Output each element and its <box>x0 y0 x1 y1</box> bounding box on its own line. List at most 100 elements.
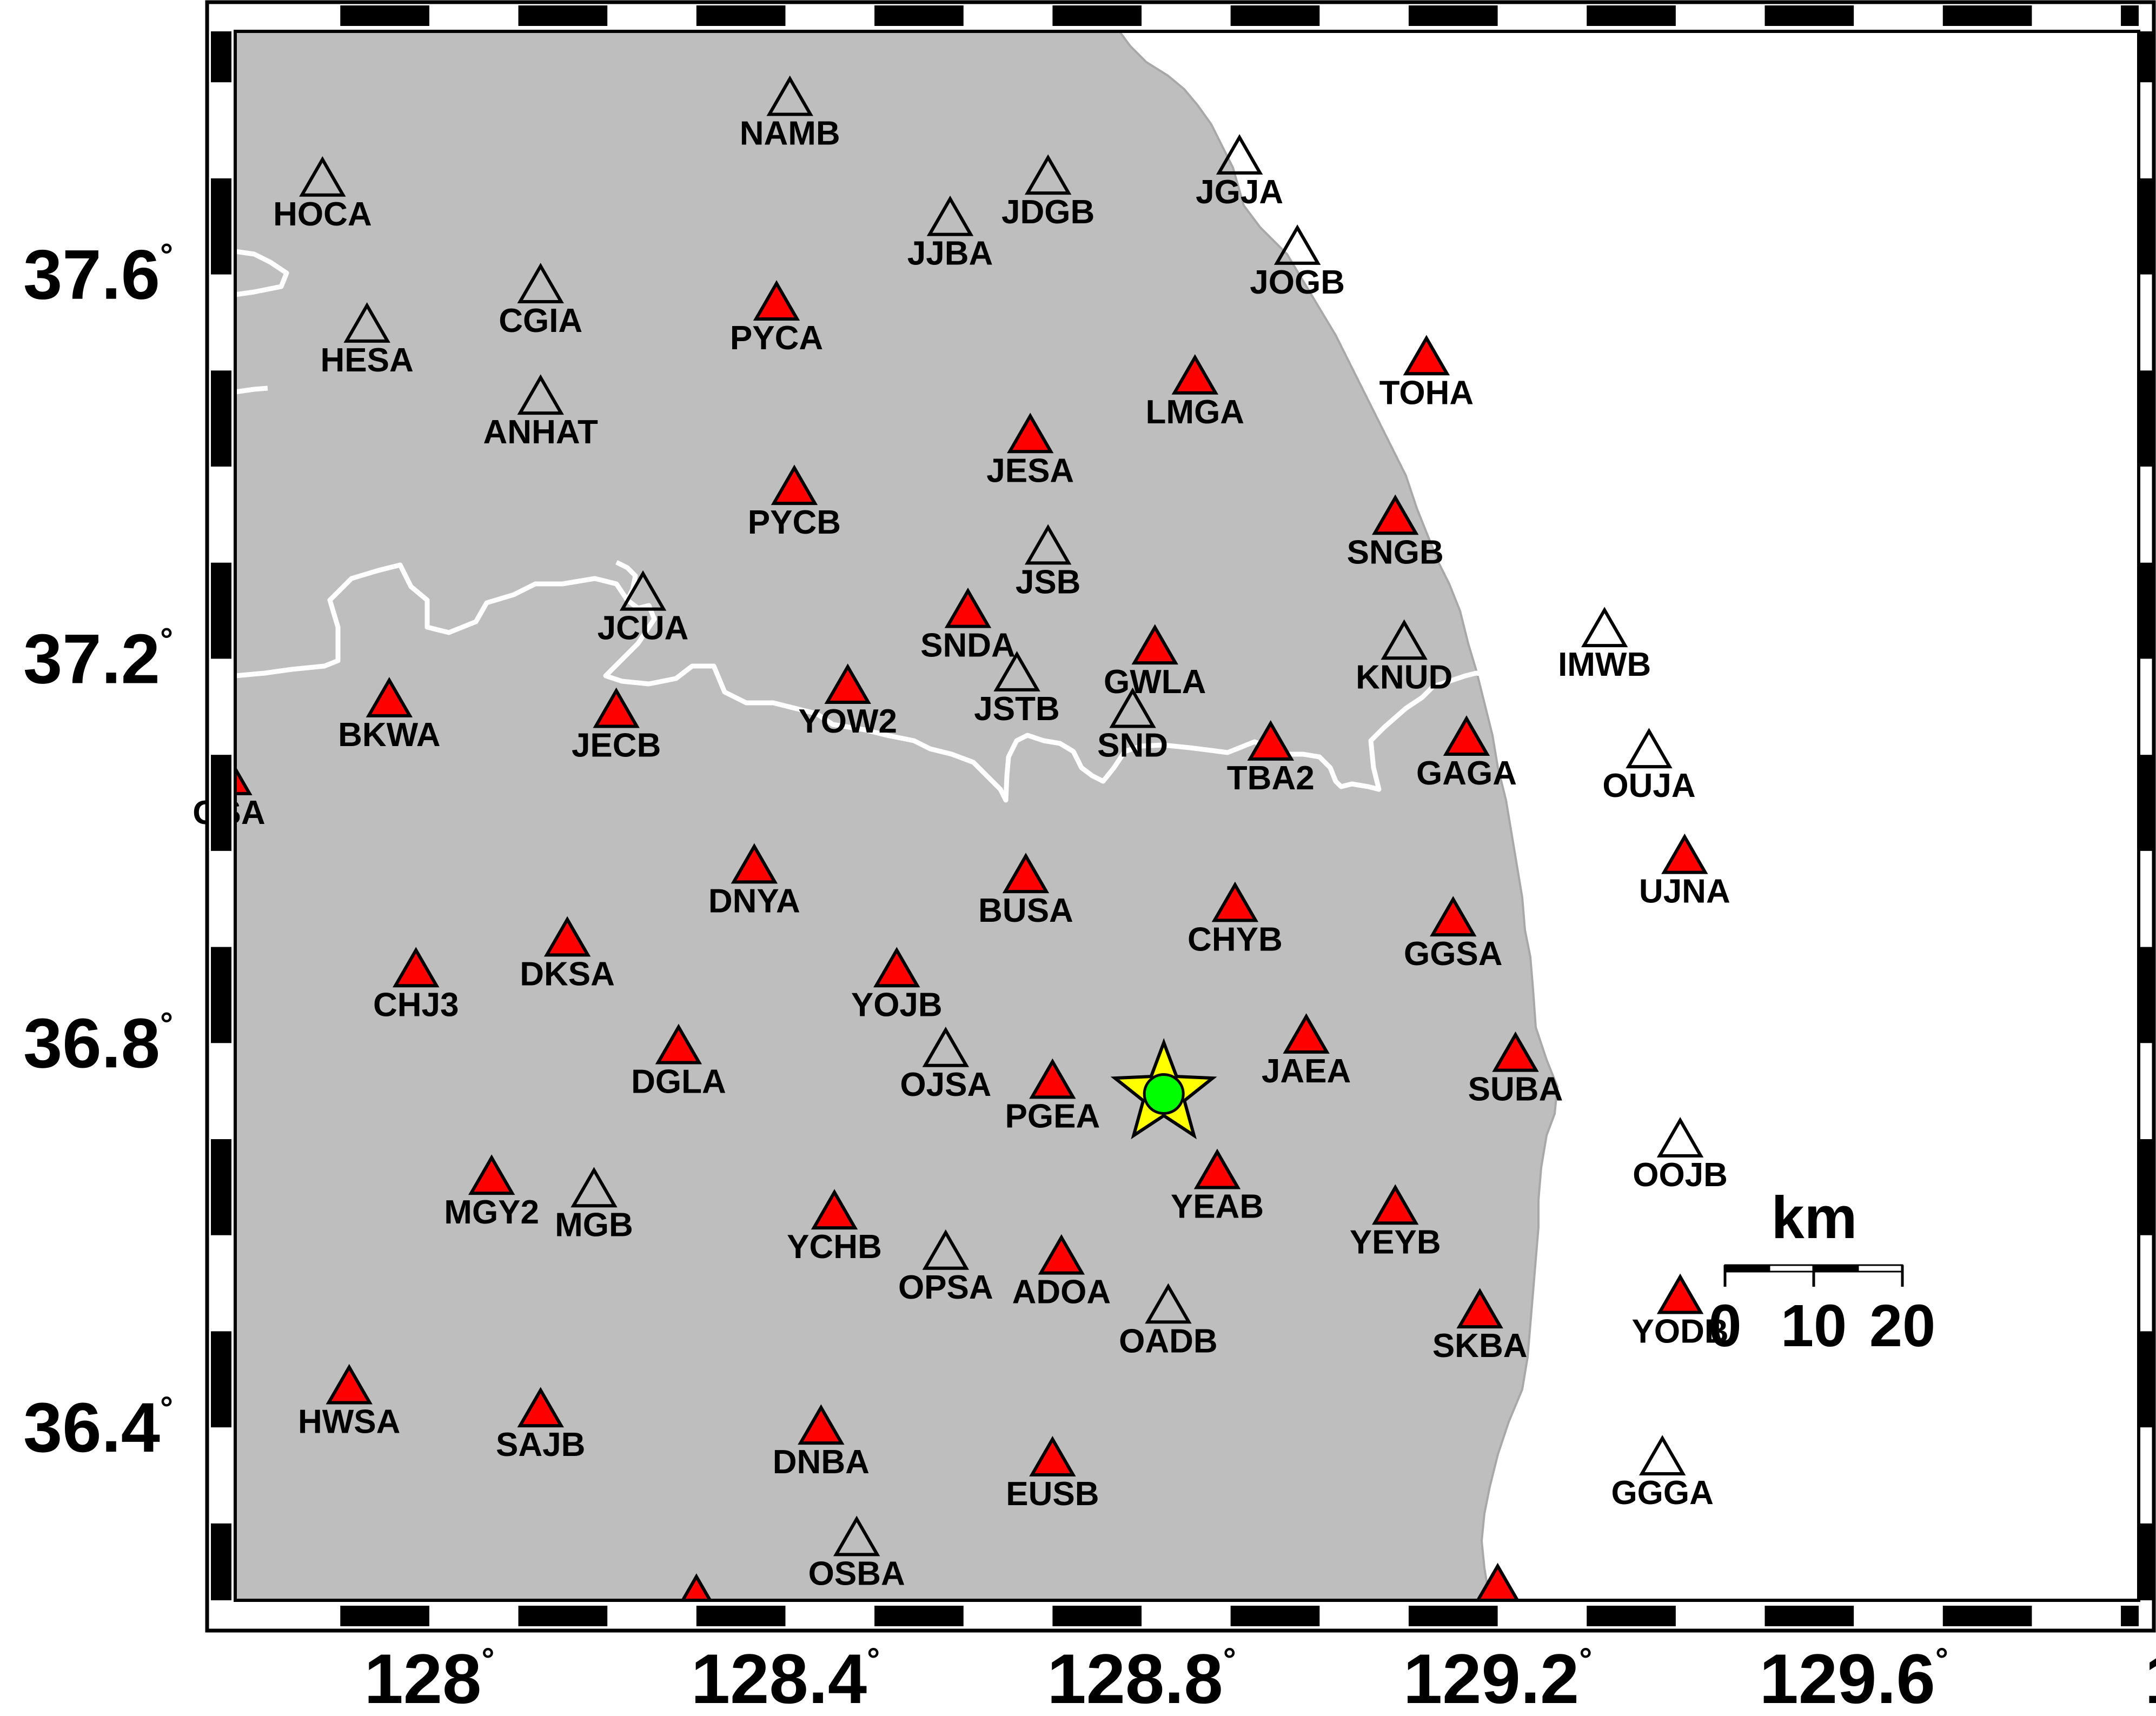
station-label: ANHAT <box>483 414 598 451</box>
station-triangle-marker <box>343 302 390 343</box>
station-label: HESA <box>321 342 414 379</box>
station-snd: SND <box>1097 687 1168 764</box>
station-label: DGLA <box>631 1063 726 1101</box>
station-label: OPSA <box>898 1269 993 1306</box>
station-label: OADB <box>1119 1322 1218 1360</box>
station-label: PYCB <box>748 504 841 541</box>
station-label: OSBA <box>808 1555 905 1592</box>
station-ggsa: GGSA <box>1404 896 1503 973</box>
station-cgia: CGIA <box>499 263 582 340</box>
y-tick-label: 37.2° <box>23 619 173 698</box>
frame-tick-right <box>2140 178 2154 275</box>
station-label: CHYB <box>1188 921 1283 958</box>
frame-tick-left <box>211 31 231 83</box>
station-triangle-marker <box>517 263 564 303</box>
station-tba2: TBA2 <box>1227 720 1315 797</box>
station-gaga: GAGA <box>1416 715 1517 792</box>
station-mgy2: MGY2 <box>444 1154 539 1231</box>
station-triangle-marker <box>1372 494 1419 535</box>
station-label: GGSA <box>1404 935 1503 973</box>
station-namb: NAMB <box>740 75 840 152</box>
station-label: MGY2 <box>444 1194 539 1231</box>
station-triangle-marker <box>1638 1435 1686 1476</box>
station-dnya: DNYA <box>708 843 800 920</box>
station-triangle-marker <box>1403 335 1450 376</box>
station-label: JECB <box>572 727 661 764</box>
station-dksa: DKSA <box>520 916 615 993</box>
scale-bar-label: 20 <box>1869 1293 1935 1359</box>
station-jgja: JGJA <box>1196 134 1283 211</box>
frame-tick-bottom <box>1230 1606 1320 1626</box>
station-triangle-marker <box>1273 224 1321 265</box>
station-triangle-marker <box>1283 1013 1330 1054</box>
station-skba: SKBA <box>1432 1288 1528 1365</box>
scale-bar-segment <box>1813 1264 1859 1273</box>
station-ouja: OUJA <box>1602 728 1696 804</box>
station-label: JJBA <box>907 235 993 272</box>
station-triangle-marker <box>1381 619 1428 660</box>
station-yow2: YOW2 <box>798 663 897 740</box>
station-gwla: GWLA <box>1104 624 1206 701</box>
station-triangle-marker <box>926 195 974 236</box>
station-label: GWLA <box>1104 663 1206 701</box>
station-knud: KNUD <box>1356 619 1452 696</box>
station-label: GGGA <box>1611 1474 1713 1512</box>
station-triangle-marker <box>1430 896 1477 937</box>
station-triangle-marker <box>1656 1273 1704 1314</box>
station-triangle-marker <box>1581 607 1628 648</box>
frame-tick-left <box>211 370 231 467</box>
border-gyeongbuk <box>235 562 1493 803</box>
station-label: DKSA <box>520 955 615 993</box>
station-label: IMWB <box>1558 646 1651 683</box>
frame-tick-bottom <box>1052 1606 1142 1626</box>
epicenter-circle <box>1143 1073 1185 1115</box>
frame-tick-top <box>1408 5 1498 26</box>
station-triangle-marker <box>1492 1031 1539 1072</box>
station-label: GAGA <box>1416 755 1517 792</box>
x-tick-label: 129.2° <box>1403 1639 1592 1716</box>
station-triangle-marker <box>1109 687 1156 728</box>
station-label: JSB <box>1016 563 1081 601</box>
station-label: SNDA <box>920 627 1016 664</box>
station-label: JDGB <box>1001 194 1094 231</box>
station-triangle-marker <box>1193 1148 1241 1189</box>
station-triangle-marker <box>1131 624 1178 665</box>
scale-bar-segment <box>1857 1264 1903 1273</box>
station-label: OUJA <box>1602 767 1695 804</box>
station-pycb: PYCB <box>748 464 841 541</box>
frame-tick-top <box>1230 5 1320 26</box>
scale-bar-segment <box>1768 1264 1815 1273</box>
station-imwb: IMWB <box>1558 607 1651 683</box>
station-busa: BUSA <box>978 853 1073 929</box>
station-label: MGB <box>555 1206 633 1243</box>
station-triangle-marker <box>1145 1283 1192 1324</box>
station-label: KNUD <box>1356 659 1452 696</box>
frame-tick-left <box>211 1331 231 1428</box>
frame-tick-right <box>2140 1139 2154 1235</box>
frame-tick-right <box>2140 755 2154 851</box>
station-triangle-marker <box>468 1154 515 1195</box>
x-tick-label: 128.8° <box>1047 1639 1236 1716</box>
station-oojb: OOJB <box>1633 1117 1728 1194</box>
station-jaea: JAEA <box>1262 1013 1351 1090</box>
frame-tick-top <box>518 5 608 26</box>
y-tick-label: 36.4° <box>23 1388 173 1467</box>
station-jesa: JESA <box>986 413 1074 489</box>
frame-tick-bottom <box>1587 1606 1676 1626</box>
station-label: DNYA <box>708 882 800 920</box>
station-yojb: YOJB <box>851 947 943 1023</box>
station-triangle-marker <box>1038 1234 1085 1275</box>
scale-bar-title: km <box>1772 1185 1858 1251</box>
station-jstb: JSTB <box>974 651 1060 728</box>
station-triangle-marker <box>1002 853 1050 894</box>
station-label: PYCA <box>730 320 823 357</box>
frame-tick-right <box>2140 947 2154 1043</box>
station-triangle-marker <box>1029 1058 1076 1099</box>
epicenter-layer <box>1110 1037 1217 1140</box>
frame-tick-bottom <box>1408 1606 1498 1626</box>
station-anhat: ANHAT <box>483 374 598 451</box>
frame-tick-top <box>340 5 429 26</box>
